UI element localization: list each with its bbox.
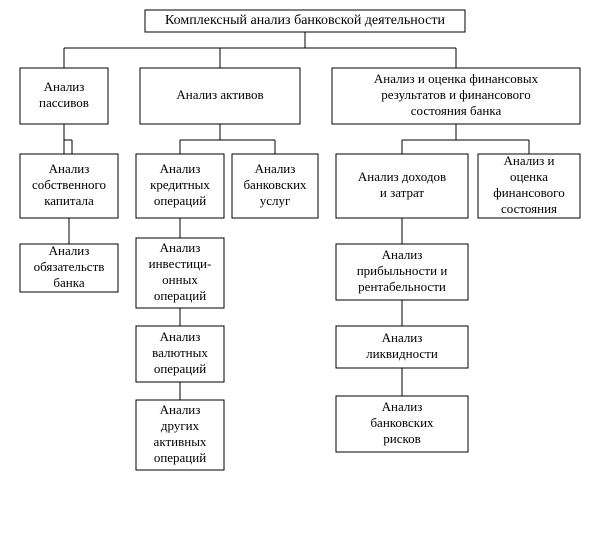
node-p_liab: Анализобязательствбанка	[20, 243, 118, 292]
node-label: кредитных	[150, 177, 210, 192]
node-label: прибыльности и	[357, 263, 448, 278]
node-label: валютных	[152, 345, 208, 360]
node-label: операций	[154, 193, 206, 208]
node-label: состояния	[501, 201, 557, 216]
node-label: банка	[53, 275, 84, 290]
node-l1_res: Анализ и оценка финансовыхрезультатов и …	[332, 68, 580, 124]
node-label: Анализ	[44, 79, 85, 94]
node-label: Анализ	[160, 161, 201, 176]
node-label: ликвидности	[366, 346, 438, 361]
node-label: Анализ и	[503, 153, 554, 168]
node-label: банковских	[243, 177, 307, 192]
node-r_prof: Анализприбыльности ирентабельности	[336, 244, 468, 300]
node-label: Анализ	[382, 399, 423, 414]
node-label: Анализ	[160, 240, 201, 255]
node-label: обязательств	[34, 259, 105, 274]
node-a_inv: Анализинвестици-онныхопераций	[136, 238, 224, 308]
node-a_cred: Анализкредитныхопераций	[136, 154, 224, 218]
node-p_own: Анализсобственногокапитала	[20, 154, 118, 218]
node-r_inc: Анализ доходови затрат	[336, 154, 468, 218]
node-label: Комплексный анализ банковской деятельнос…	[165, 13, 445, 28]
node-label: Анализ	[255, 161, 296, 176]
node-label: Анализ	[160, 402, 201, 417]
node-label: Анализ доходов	[358, 169, 446, 184]
node-label: других	[161, 418, 200, 433]
node-label: и затрат	[380, 185, 425, 200]
node-label: Анализ	[382, 247, 423, 262]
node-label: услуг	[260, 193, 291, 208]
node-label: Анализ	[49, 161, 90, 176]
node-r_fin: Анализ иоценкафинансовогосостояния	[478, 153, 580, 218]
node-label: операций	[154, 450, 206, 465]
node-label: рисков	[383, 431, 421, 446]
node-label: пассивов	[39, 95, 89, 110]
node-a_serv: Анализбанковскихуслуг	[232, 154, 318, 218]
node-label: Анализ активов	[176, 87, 263, 102]
node-r_risk: Анализбанковскихрисков	[336, 396, 468, 452]
node-label: результатов и финансового	[381, 87, 530, 102]
node-label: оценка	[510, 169, 548, 184]
node-label: операций	[154, 288, 206, 303]
node-label: собственного	[32, 177, 106, 192]
node-root: Комплексный анализ банковской деятельнос…	[145, 10, 465, 32]
node-l1_act: Анализ активов	[140, 68, 300, 124]
node-label: операций	[154, 361, 206, 376]
node-label: состояния банка	[411, 103, 502, 118]
node-l1_pass: Анализпассивов	[20, 68, 108, 124]
node-a_cur: Анализвалютныхопераций	[136, 326, 224, 382]
node-label: банковских	[370, 415, 434, 430]
node-label: Анализ и оценка финансовых	[374, 71, 539, 86]
node-label: инвестици-	[149, 256, 212, 271]
node-label: капитала	[44, 193, 94, 208]
node-label: Анализ	[382, 330, 423, 345]
node-a_other: Анализдругихактивныхопераций	[136, 400, 224, 470]
node-label: Анализ	[160, 329, 201, 344]
node-label: Анализ	[49, 243, 90, 258]
node-label: финансового	[493, 185, 564, 200]
node-label: рентабельности	[358, 279, 446, 294]
diagram-canvas: Комплексный анализ банковской деятельнос…	[0, 0, 611, 542]
node-label: активных	[154, 434, 207, 449]
node-label: онных	[162, 272, 198, 287]
node-r_liq: Анализликвидности	[336, 326, 468, 368]
